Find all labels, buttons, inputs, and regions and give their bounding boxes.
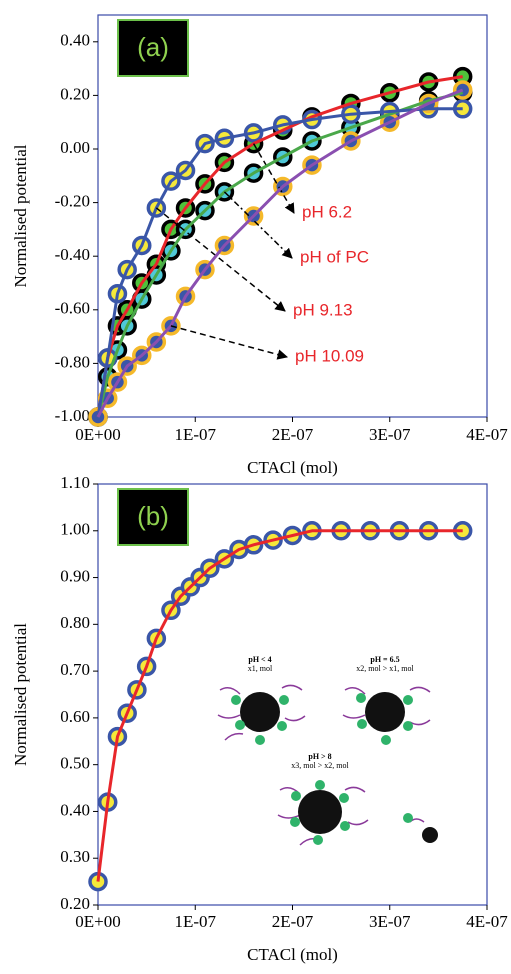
inset-label: x1, mol — [248, 664, 273, 673]
annotation-label: pH 10.09 — [295, 346, 364, 365]
y-tick-label: 0.60 — [60, 707, 90, 726]
annotation-arrow — [223, 191, 293, 259]
y-tick-label: 0.20 — [60, 84, 90, 103]
x-tick-label: 3E-07 — [369, 912, 411, 931]
y-tick-label: 0.50 — [60, 754, 90, 773]
x-axis-title: CTACl (mol) — [247, 945, 338, 964]
y-axis-title: Normalised potential — [11, 144, 30, 287]
head-groups — [231, 693, 413, 845]
y-tick-label: 0.20 — [60, 894, 90, 913]
panel-label-box — [117, 19, 189, 77]
annotation-arrow — [252, 143, 295, 214]
y-axis-title: Normalised potential — [11, 623, 30, 766]
x-axis-title: CTACl (mol) — [247, 458, 338, 477]
y-tick-label: -0.20 — [55, 192, 90, 211]
panel-label: (b) — [137, 501, 169, 531]
fit-line — [96, 91, 464, 418]
y-tick-label: -1.00 — [55, 406, 90, 425]
x-tick-label: 1E-07 — [174, 425, 216, 444]
micelle-core — [298, 790, 342, 834]
micelle-core — [422, 827, 438, 843]
micelle-core — [240, 692, 280, 732]
annotation-arrow — [170, 325, 289, 360]
x-tick-label: 0E+00 — [75, 912, 120, 931]
inset-label: pH > 8 — [308, 752, 331, 761]
y-tick-label: 1.00 — [60, 520, 90, 539]
annotation-arrow — [155, 207, 286, 312]
x-tick-label: 4E-07 — [466, 425, 508, 444]
y-tick-label: -0.40 — [55, 245, 90, 264]
y-tick-label: 0.00 — [60, 138, 90, 157]
y-tick-label: -0.60 — [55, 299, 90, 318]
x-tick-label: 4E-07 — [466, 912, 508, 931]
annotation-label: pH 6.2 — [302, 202, 352, 221]
panel-label: (a) — [137, 32, 169, 62]
inset-label: x3, mol > x2, mol — [291, 761, 349, 770]
x-tick-label: 3E-07 — [369, 425, 411, 444]
panel-label-box — [117, 488, 189, 546]
annotation-label: pH 9.13 — [293, 300, 353, 319]
y-tick-label: 0.40 — [60, 31, 90, 50]
x-tick-label: 1E-07 — [174, 912, 216, 931]
micelle — [217, 684, 431, 846]
fit-line — [96, 75, 463, 418]
y-tick-label: 0.70 — [60, 660, 90, 679]
y-tick-label: 0.40 — [60, 800, 90, 819]
annotation-label: pH of PC — [300, 247, 369, 266]
y-tick-label: 1.10 — [60, 473, 90, 492]
inset-label: pH < 4 — [248, 655, 271, 664]
fit-line — [96, 529, 463, 882]
fit-line — [96, 107, 463, 418]
inset-label: x2, mol > x1, mol — [356, 664, 414, 673]
x-tick-label: 0E+00 — [75, 425, 120, 444]
y-tick-label: -0.80 — [55, 352, 90, 371]
x-tick-label: 2E-07 — [272, 425, 314, 444]
y-tick-label: 0.90 — [60, 566, 90, 585]
inset-label: pH = 6.5 — [370, 655, 399, 664]
micelle-core — [365, 692, 405, 732]
y-tick-label: 0.80 — [60, 613, 90, 632]
inset-diagram: pH < 4x1, mol pH = 6.5x2, mol > x1, mol pH… — [217, 655, 438, 846]
y-tick-label: 0.30 — [60, 847, 90, 866]
fit-line — [96, 88, 464, 418]
x-tick-label: 2E-07 — [272, 912, 314, 931]
